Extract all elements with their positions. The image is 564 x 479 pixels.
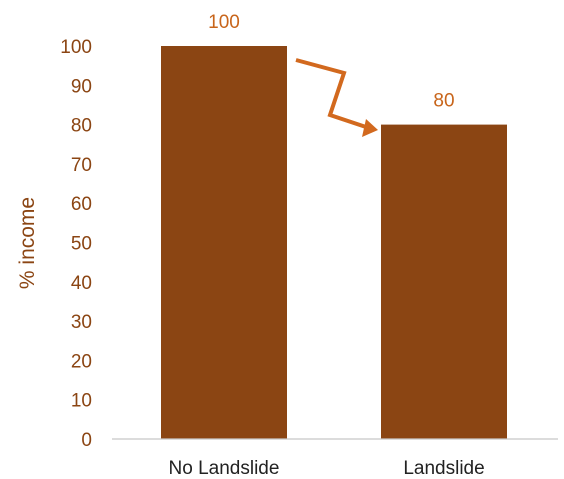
data-label: 100	[208, 12, 240, 33]
y-tick-label: 90	[71, 76, 92, 97]
category-labels: No Landslide Landslide	[169, 458, 485, 479]
y-tick-label: 70	[71, 155, 92, 176]
y-tick-label: 40	[71, 273, 92, 294]
y-axis-title: % income	[16, 197, 39, 289]
y-tick-label: 50	[71, 234, 92, 255]
drop-arrow-annotation	[295, 58, 367, 129]
bar	[161, 46, 287, 439]
y-tick-label: 100	[60, 37, 92, 58]
category-label: No Landslide	[169, 458, 280, 479]
data-labels: 100 80	[208, 12, 454, 112]
data-label: 80	[433, 91, 454, 112]
y-tick-label: 80	[71, 116, 92, 137]
y-tick-label: 10	[71, 391, 92, 412]
y-tick-label: 30	[71, 312, 92, 333]
drop-arrow-head	[362, 119, 378, 137]
category-label: Landslide	[403, 458, 484, 479]
y-tick-label: 60	[71, 194, 92, 215]
bars	[161, 46, 507, 439]
bar	[381, 124, 507, 439]
y-axis-ticks: 0 10 20 30 40 50 60 70 80 90 100	[60, 37, 92, 451]
y-tick-label: 0	[81, 430, 92, 451]
y-tick-label: 20	[71, 351, 92, 372]
